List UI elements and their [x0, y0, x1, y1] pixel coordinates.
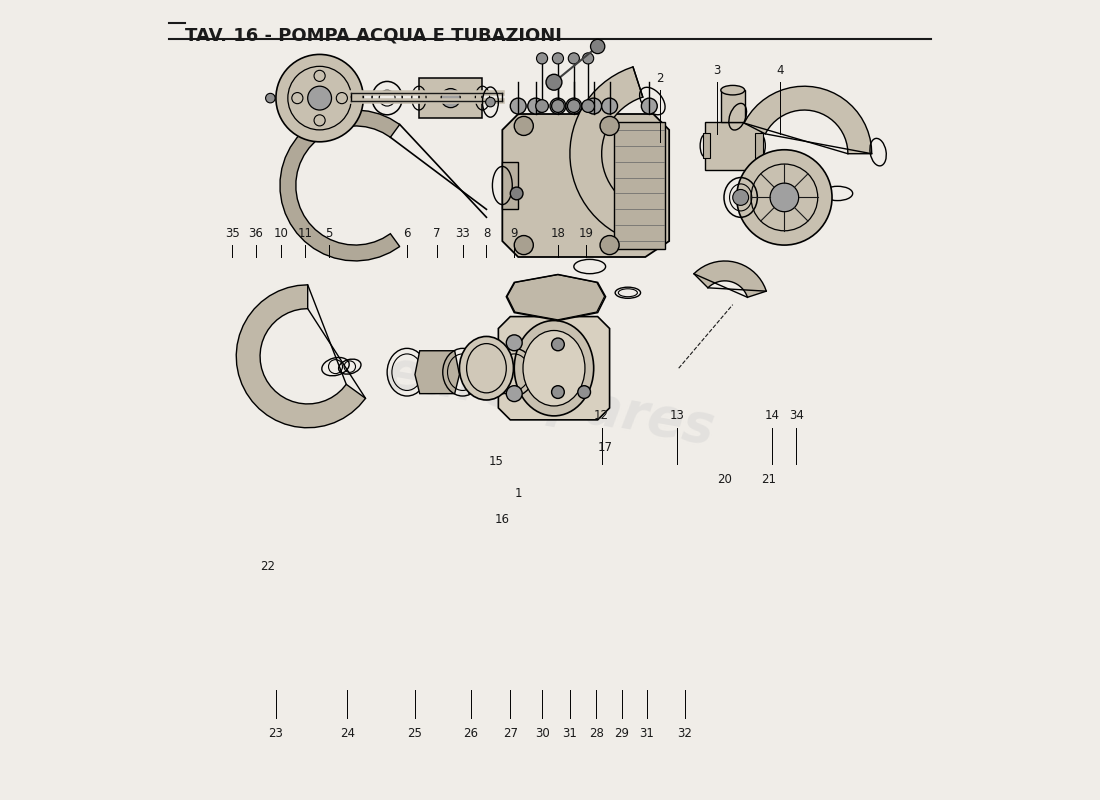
Polygon shape [694, 261, 767, 298]
Text: 2: 2 [656, 72, 663, 85]
Circle shape [276, 54, 363, 142]
Polygon shape [503, 114, 669, 257]
Text: 30: 30 [535, 727, 549, 740]
Circle shape [641, 98, 658, 114]
Text: 4: 4 [777, 64, 784, 77]
Circle shape [602, 98, 617, 114]
Circle shape [737, 150, 832, 245]
Circle shape [591, 39, 605, 54]
Circle shape [733, 190, 749, 206]
Circle shape [441, 89, 460, 108]
Ellipse shape [515, 321, 594, 416]
Text: 12: 12 [594, 410, 609, 422]
Text: 15: 15 [488, 455, 504, 469]
Ellipse shape [720, 86, 745, 95]
Circle shape [601, 235, 619, 254]
Circle shape [536, 100, 549, 113]
Text: 25: 25 [407, 727, 422, 740]
Text: eurospares: eurospares [382, 346, 718, 454]
Text: 18: 18 [550, 226, 565, 240]
Text: 28: 28 [588, 727, 604, 740]
Polygon shape [570, 67, 642, 241]
Polygon shape [236, 285, 365, 428]
Text: TAV. 16 - POMPA ACQUA E TUBAZIONI: TAV. 16 - POMPA ACQUA E TUBAZIONI [185, 26, 561, 45]
Circle shape [550, 98, 565, 114]
Circle shape [506, 335, 522, 350]
Circle shape [537, 53, 548, 64]
Polygon shape [755, 133, 763, 158]
Circle shape [582, 100, 594, 113]
Text: 16: 16 [495, 513, 509, 526]
Text: 33: 33 [455, 226, 470, 240]
Text: 17: 17 [598, 441, 613, 454]
Circle shape [546, 74, 562, 90]
Circle shape [551, 338, 564, 350]
Polygon shape [498, 317, 609, 420]
Text: 5: 5 [326, 226, 333, 240]
Circle shape [528, 98, 543, 114]
Text: 19: 19 [579, 226, 593, 240]
Circle shape [551, 386, 564, 398]
Text: 27: 27 [503, 727, 518, 740]
Text: 23: 23 [268, 727, 284, 740]
Text: 36: 36 [249, 226, 264, 240]
Polygon shape [503, 162, 518, 210]
Circle shape [568, 100, 580, 113]
Circle shape [583, 53, 594, 64]
Text: 29: 29 [614, 727, 629, 740]
Polygon shape [705, 122, 760, 170]
Polygon shape [744, 86, 871, 154]
Text: 1: 1 [515, 487, 522, 500]
Text: 31: 31 [562, 727, 578, 740]
Polygon shape [720, 90, 745, 122]
Circle shape [506, 386, 522, 402]
Polygon shape [703, 133, 711, 158]
Circle shape [265, 94, 275, 103]
Text: 31: 31 [639, 727, 654, 740]
Circle shape [552, 53, 563, 64]
Polygon shape [280, 110, 399, 261]
Circle shape [510, 98, 526, 114]
Text: 21: 21 [761, 473, 776, 486]
Circle shape [510, 187, 522, 200]
Polygon shape [614, 122, 666, 249]
Polygon shape [506, 274, 606, 321]
Text: 6: 6 [404, 226, 410, 240]
Text: 32: 32 [678, 727, 693, 740]
Ellipse shape [522, 330, 585, 406]
Text: 7: 7 [433, 226, 441, 240]
Circle shape [586, 98, 602, 114]
Circle shape [551, 100, 564, 113]
Circle shape [515, 116, 534, 135]
Text: 22: 22 [261, 560, 275, 574]
Circle shape [601, 116, 619, 135]
Text: 11: 11 [298, 226, 312, 240]
Text: 13: 13 [670, 410, 684, 422]
Ellipse shape [460, 337, 514, 400]
Circle shape [565, 98, 582, 114]
Text: 20: 20 [717, 473, 733, 486]
Circle shape [486, 98, 495, 107]
Text: 8: 8 [483, 226, 491, 240]
Text: 3: 3 [713, 64, 721, 77]
Text: 35: 35 [224, 226, 240, 240]
Circle shape [515, 235, 534, 254]
Polygon shape [415, 350, 460, 394]
Text: 26: 26 [463, 727, 478, 740]
Text: 10: 10 [274, 226, 289, 240]
Text: 9: 9 [510, 226, 518, 240]
Circle shape [569, 53, 580, 64]
Circle shape [578, 386, 591, 398]
Text: 14: 14 [764, 410, 780, 422]
Polygon shape [419, 78, 483, 118]
Text: 34: 34 [789, 410, 804, 422]
Circle shape [308, 86, 331, 110]
Polygon shape [464, 350, 508, 394]
Text: 24: 24 [340, 727, 355, 740]
Circle shape [770, 183, 799, 212]
